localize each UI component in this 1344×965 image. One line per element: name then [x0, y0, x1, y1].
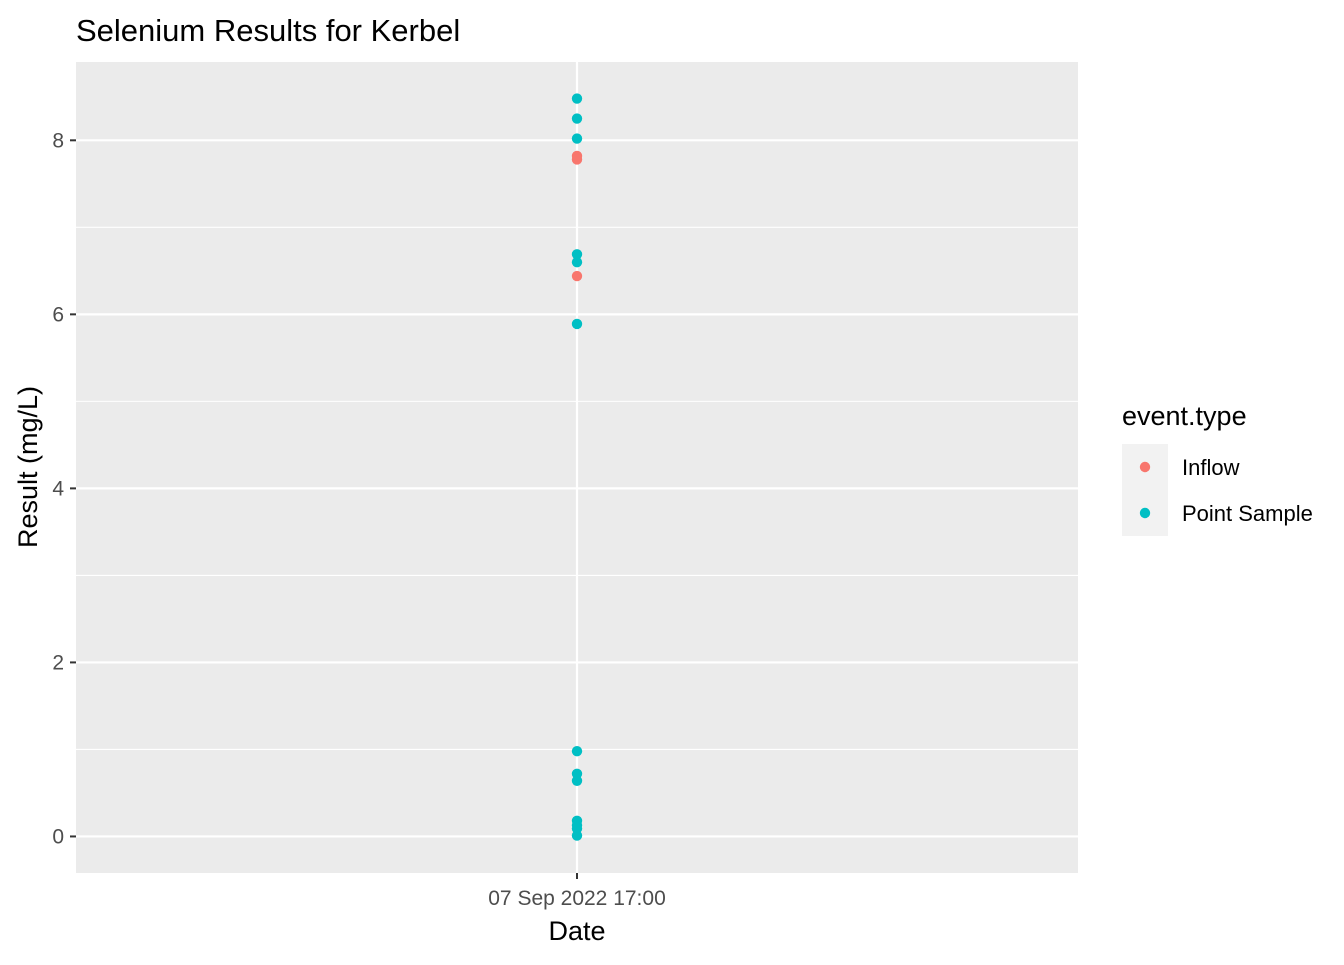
legend-items: Inflow Point Sample — [1122, 444, 1313, 536]
legend-label-inflow: Inflow — [1182, 455, 1240, 480]
data-point-point-sample — [571, 113, 583, 124]
data-point-point-sample — [571, 133, 583, 144]
data-points — [571, 93, 583, 841]
legend-label-point-sample: Point Sample — [1182, 501, 1313, 526]
data-point-point-sample — [571, 93, 583, 104]
data-point-point-sample — [571, 775, 583, 786]
data-point-point-sample — [571, 830, 583, 841]
chart-title: Selenium Results for Kerbel — [76, 13, 460, 48]
data-point-point-sample — [571, 249, 583, 260]
legend-symbol-inflow — [1139, 461, 1151, 473]
y-tick-label: 8 — [52, 129, 64, 152]
y-axis-title: Result (mg/L) — [13, 386, 43, 548]
data-point-inflow — [571, 154, 583, 165]
data-point-point-sample — [571, 318, 583, 330]
x-axis-ticks: 07 Sep 2022 17:00 — [488, 873, 666, 910]
x-tick-label: 07 Sep 2022 17:00 — [488, 887, 666, 910]
legend-title: event.type — [1122, 401, 1247, 431]
y-tick-label: 4 — [52, 477, 64, 500]
x-axis-title: Date — [548, 916, 605, 946]
y-tick-label: 0 — [52, 825, 64, 848]
major-gridlines — [76, 62, 1078, 873]
y-axis-ticks: 0 2 4 6 8 — [52, 129, 76, 848]
y-tick-label: 2 — [52, 651, 64, 674]
data-point-point-sample — [571, 745, 583, 757]
data-point-inflow — [571, 270, 583, 282]
legend-symbol-point-sample — [1139, 507, 1151, 519]
y-tick-label: 6 — [52, 303, 64, 326]
legend: event.type Inflow Point Sample — [1122, 401, 1313, 536]
data-point-point-sample — [571, 256, 583, 268]
